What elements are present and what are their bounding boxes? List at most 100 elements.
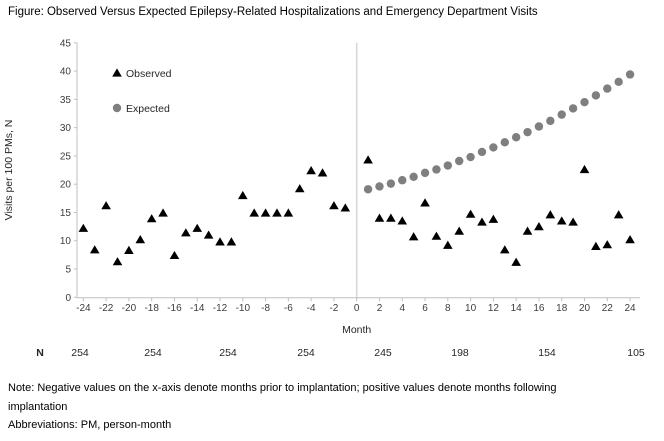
abbreviations-text: Abbreviations: PM, person-month [8, 419, 172, 431]
observed-point [568, 217, 578, 226]
expected-point [568, 104, 578, 113]
observed-point [272, 208, 282, 217]
x-tick-label: 16 [533, 303, 545, 314]
x-tick-label: 22 [602, 303, 614, 314]
month-axis-label: Month [342, 324, 371, 336]
observed-point [158, 208, 168, 217]
legend-label-expected: Expected [126, 103, 170, 115]
expected-point [546, 116, 555, 126]
x-tick-label: 2 [377, 303, 383, 314]
observed-point [89, 245, 100, 254]
expected-point [500, 138, 509, 147]
expected-point [375, 182, 384, 191]
expected-point [489, 143, 498, 152]
observed-point [522, 226, 533, 235]
x-tick-label: 14 [511, 303, 523, 314]
y-tick-label: 5 [65, 265, 71, 276]
expected-point [432, 165, 441, 174]
n-row-value: 105 [627, 347, 645, 359]
observed-point [192, 223, 203, 232]
x-tick-label: -12 [213, 303, 228, 314]
observed-point [226, 237, 237, 246]
x-tick-label: -2 [329, 303, 338, 314]
observed-point [443, 240, 453, 249]
x-tick-label: 4 [399, 303, 405, 314]
observed-point [181, 228, 191, 237]
observed-point [317, 168, 328, 177]
observed-point [169, 250, 180, 260]
y-tick-label: 0 [65, 293, 71, 304]
y-tick-label: 10 [60, 236, 72, 247]
observed-point [602, 240, 613, 249]
observed-point [386, 213, 396, 222]
expected-point [534, 122, 544, 131]
y-tick-label: 15 [60, 208, 72, 219]
x-tick-label: 18 [556, 303, 568, 314]
observed-point [465, 209, 476, 218]
observed-point [294, 184, 305, 193]
n-row-value: 254 [144, 347, 162, 359]
n-row-value: 254 [297, 347, 315, 359]
observed-point [545, 210, 556, 219]
observed-point [112, 257, 123, 266]
x-tick-label: 0 [354, 303, 360, 314]
expected-point [409, 172, 418, 182]
expected-point [557, 110, 566, 119]
n-row-value: 254 [219, 347, 237, 359]
note-text-line1: Note: Negative values on the x-axis deno… [8, 382, 557, 394]
x-tick-label: -24 [76, 303, 91, 314]
x-tick-label: -14 [190, 303, 205, 314]
expected-point [523, 127, 532, 137]
observed-point [203, 230, 214, 239]
figure-title: Figure: Observed Versus Expected Epileps… [8, 6, 538, 18]
observed-point [408, 232, 419, 241]
expected-point [625, 70, 635, 79]
observed-point [625, 235, 635, 244]
observed-point [124, 245, 134, 254]
observed-point [579, 164, 590, 174]
n-row-label: N [36, 347, 44, 359]
observed-point [591, 241, 601, 250]
x-tick-label: 24 [624, 303, 636, 314]
observed-point [78, 223, 89, 232]
observed-triangle-icon [112, 68, 122, 77]
expected-point [466, 152, 475, 162]
x-tick-label: -10 [236, 303, 251, 314]
expected-point [591, 91, 601, 100]
y-tick-label: 35 [60, 95, 72, 106]
y-tick-label: 20 [60, 180, 72, 191]
observed-point [306, 166, 316, 175]
expected-point [420, 168, 430, 178]
observed-point [340, 203, 351, 212]
observed-point [260, 208, 271, 217]
n-row-value: 254 [71, 347, 89, 359]
x-tick-label: -4 [307, 303, 316, 314]
expected-point [603, 84, 612, 93]
x-tick-label: -20 [122, 303, 137, 314]
observed-point [283, 208, 294, 217]
observed-point [534, 222, 544, 231]
x-tick-label: -6 [284, 303, 293, 314]
expected-point [580, 97, 589, 107]
expected-point [614, 77, 623, 87]
note-text-line2: implantation [8, 401, 68, 413]
observed-point [454, 226, 465, 235]
x-tick-label: -16 [167, 303, 182, 314]
y-tick-label: 25 [60, 151, 72, 162]
x-tick-label: 20 [579, 303, 591, 314]
observed-point [101, 201, 111, 210]
x-tick-label: 6 [422, 303, 428, 314]
x-tick-label: -18 [144, 303, 159, 314]
observed-point [238, 190, 248, 200]
observed-point [363, 155, 373, 164]
y-tick-label: 30 [60, 123, 72, 134]
observed-point [420, 198, 430, 207]
observed-point [613, 210, 624, 219]
observed-point [374, 213, 385, 222]
x-tick-label: 10 [465, 303, 477, 314]
observed-point [511, 257, 521, 266]
observed-point [135, 235, 146, 244]
legend-label-observed: Observed [126, 68, 172, 80]
